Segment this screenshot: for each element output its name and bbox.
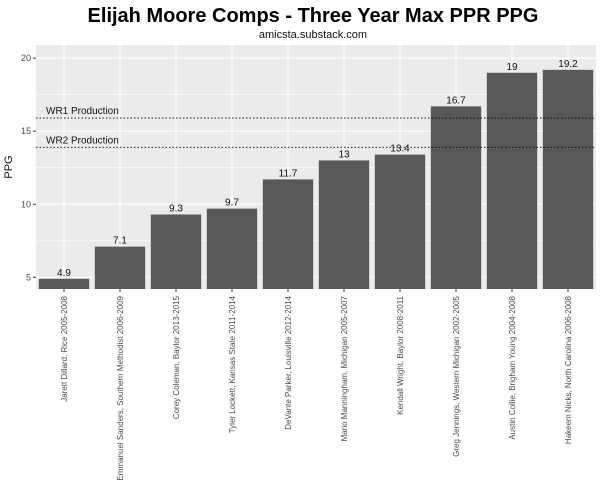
bar-value-label: 16.7: [446, 95, 466, 106]
x-tick-label: Austin Collie, Brigham Young 2004-2008: [508, 295, 517, 439]
y-tick-label: 15: [21, 126, 31, 136]
bar-value-label: 13.4: [390, 144, 410, 155]
bars: [38, 69, 594, 290]
bar: [150, 214, 202, 289]
y-tick-label: 10: [21, 199, 31, 209]
bar: [486, 72, 538, 289]
bar-value-label: 9.3: [169, 203, 183, 214]
x-tick-label: Greg Jennings, Western Michigan 2002-200…: [452, 295, 461, 456]
y-axis-label: PPG: [3, 155, 15, 178]
x-tick-label: Jarett Dillard, Rice 2005-2008: [60, 295, 69, 401]
x-tick-label: Emmanuel Sanders, Southern Methodist 200…: [116, 295, 125, 480]
bar: [542, 69, 594, 290]
bar-value-label: 11.7: [279, 168, 298, 179]
bar-value-label: 4.9: [57, 268, 71, 279]
x-tick-label: Hakeem Nicks, North Carolina 2006-2008: [564, 295, 573, 444]
chart-subtitle: amicsta.substack.com: [259, 29, 367, 41]
reference-lines: WR1 Production WR2 Production: [36, 106, 596, 148]
chart-title: Elijah Moore Comps - Three Year Max PPR …: [88, 5, 539, 27]
reference-line-label: WR1 Production: [46, 106, 119, 117]
bar: [206, 208, 258, 289]
data-labels: 4.9 7.1 9.3 9.7 11.7 13 13.4 16.7 19 19.2: [57, 59, 578, 279]
reference-line-label: WR2 Production: [46, 135, 119, 146]
bar: [262, 179, 314, 289]
bar-value-label: 19.2: [558, 59, 578, 70]
bar: [318, 160, 370, 289]
bar-value-label: 9.7: [225, 198, 239, 209]
x-tick-label: Mario Manningham, Michigan 2005-2007: [340, 295, 349, 441]
bar-value-label: 19: [506, 62, 518, 73]
y-tick-label: 20: [21, 53, 31, 63]
bar: [374, 154, 426, 289]
y-axis: 5 10 15 20: [21, 53, 36, 282]
bar: [430, 106, 482, 290]
x-tick-label: Kendall Wright, Baylor 2008-2011: [396, 295, 405, 414]
bar: [94, 246, 146, 289]
x-tick-label: DeVante Parker, Louisville 2012-2014: [284, 295, 293, 429]
bar: [38, 278, 90, 289]
y-tick-label: 5: [26, 272, 31, 282]
x-axis: Jarett Dillard, Rice 2005-2008 Emmanuel S…: [60, 289, 573, 481]
x-tick-label: Tyler Lockett, Kansas State 2011-2014: [228, 295, 237, 433]
x-tick-label: Corey Coleman, Baylor 2013-2015: [172, 295, 181, 419]
bar-value-label: 13: [338, 149, 350, 160]
bar-value-label: 7.1: [113, 236, 127, 247]
